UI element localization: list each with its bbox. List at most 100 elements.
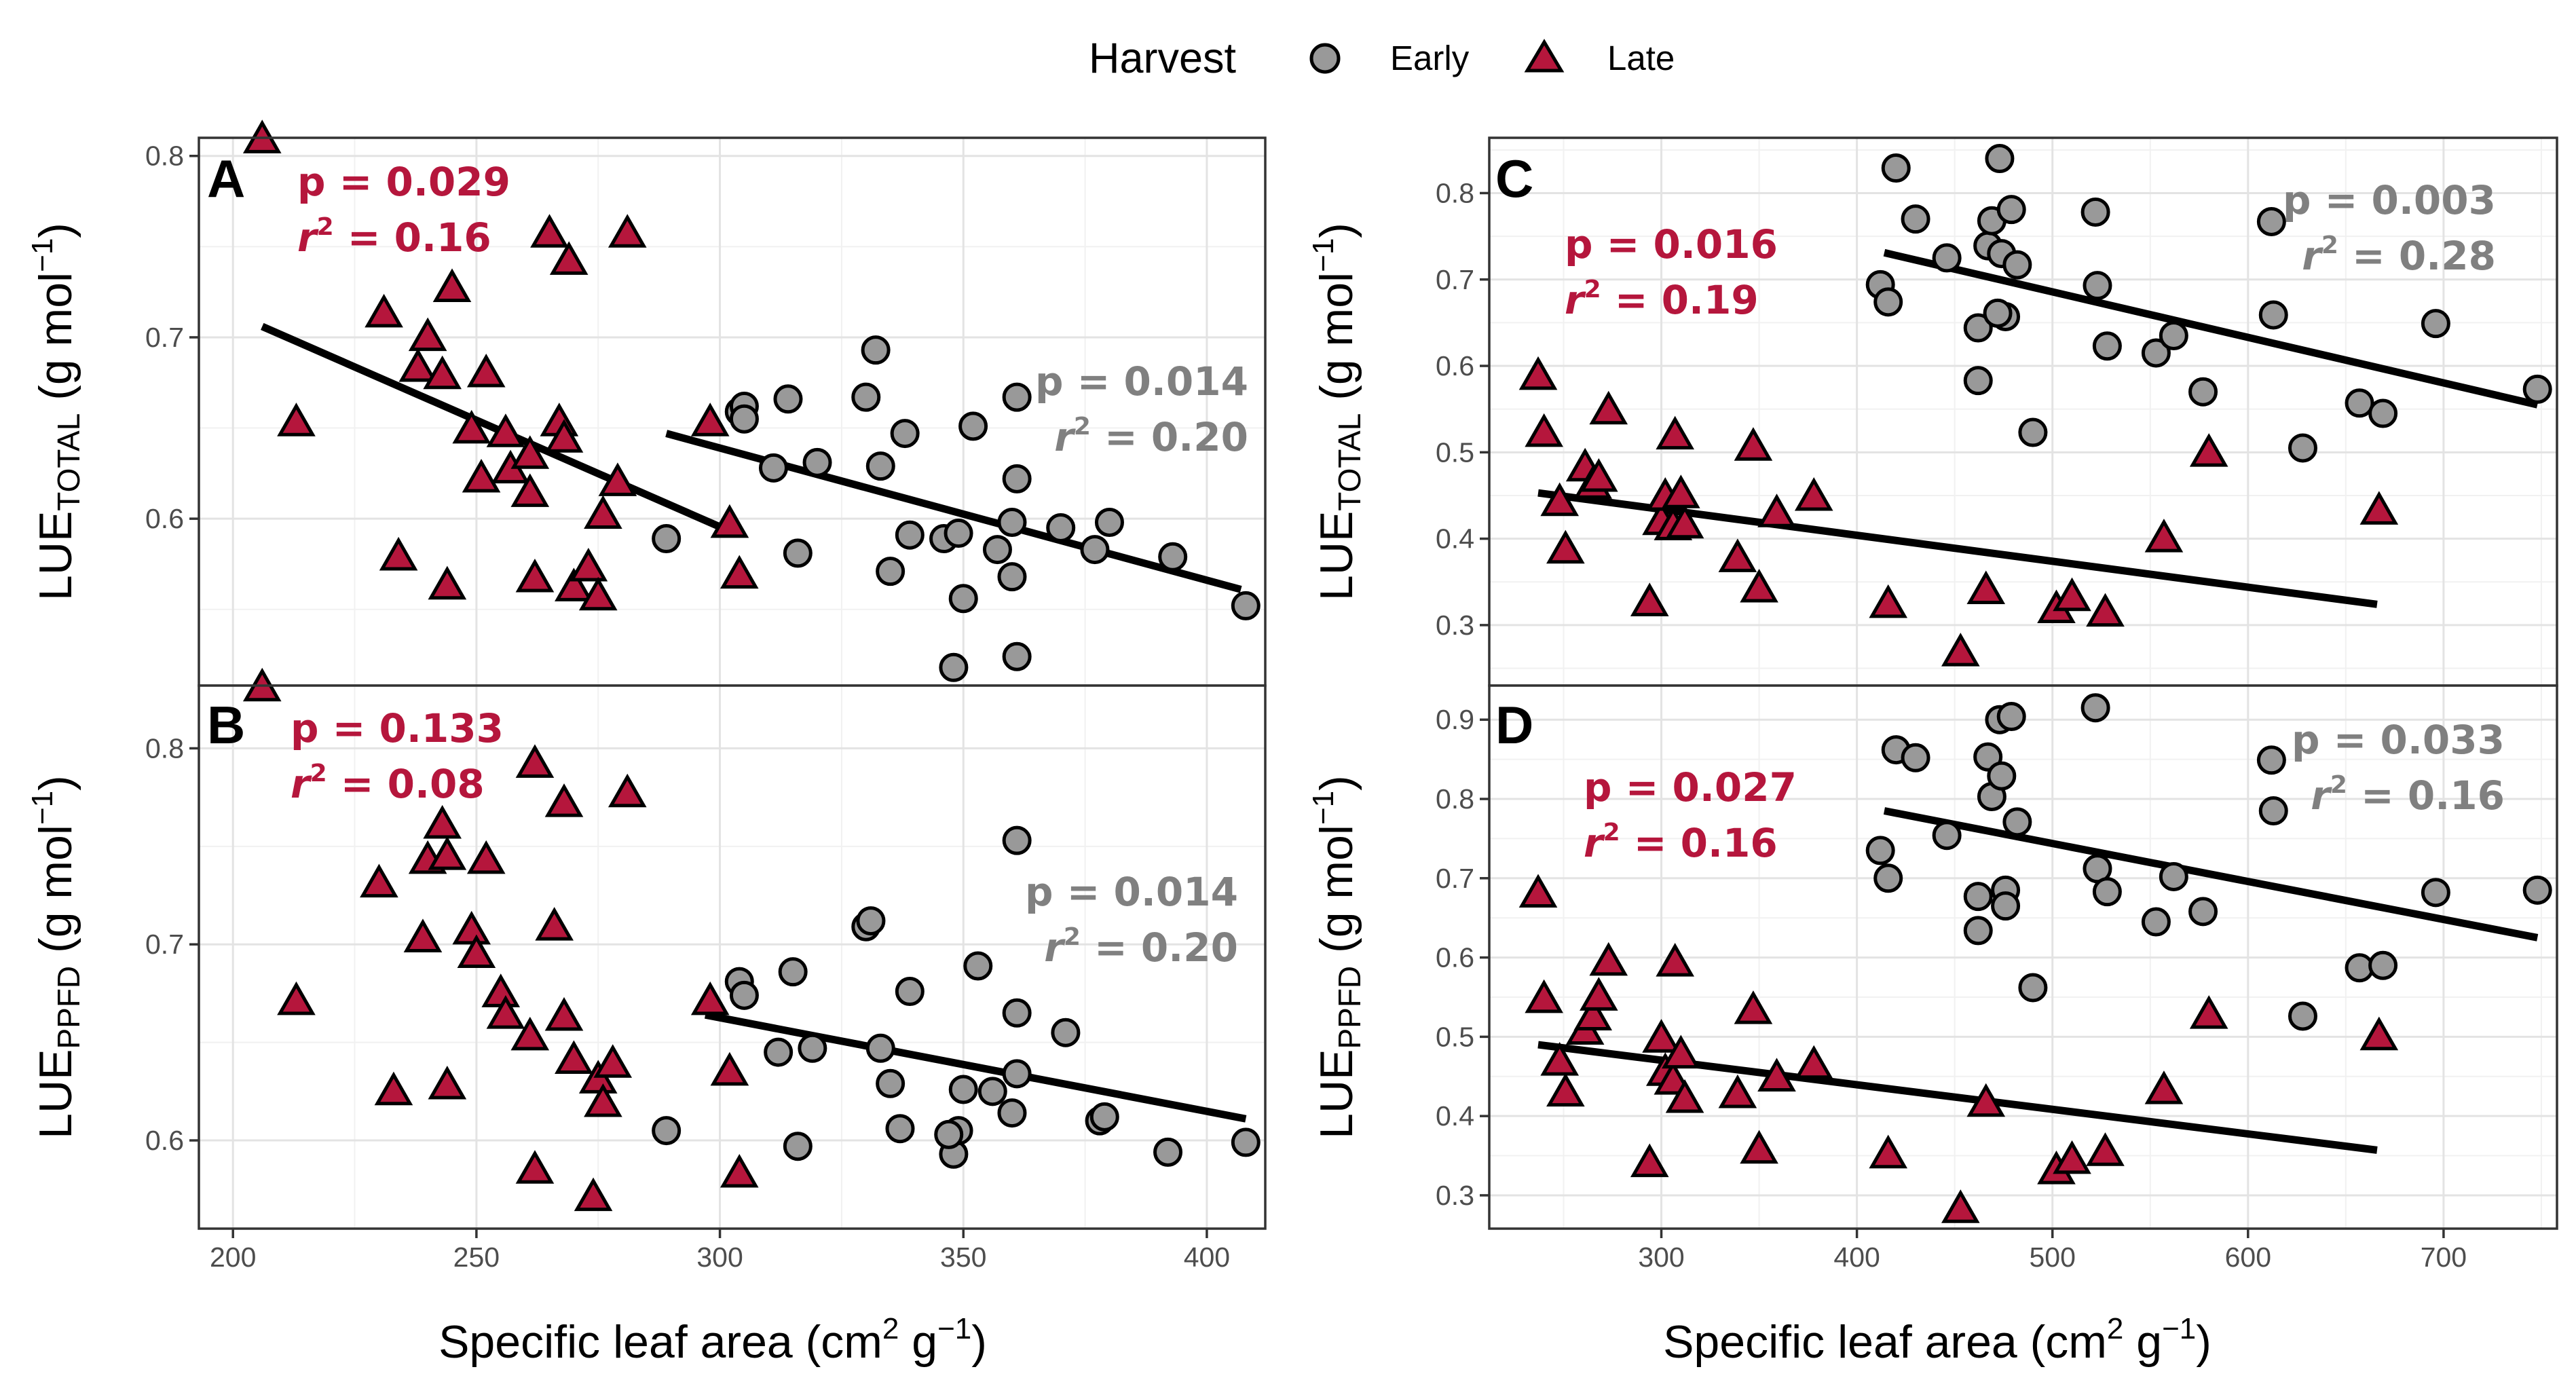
data-point-early xyxy=(773,384,803,414)
data-point-early xyxy=(1002,825,1032,855)
panel-C-plot: 0.3 0.4 0.5 0.6 0.7 0.8 Cp = 0.016 r2 = 0.19 p =… xyxy=(1307,136,2558,687)
data-point-early xyxy=(2522,875,2552,905)
data-point-late xyxy=(608,773,647,808)
data-point-early xyxy=(2159,861,2188,891)
data-point-late xyxy=(544,996,584,1031)
panel-D-plot: 0.3 0.4 0.5 0.6 0.7 0.8 0.9 300 400 500 600 700 Dp =… xyxy=(1307,684,2558,1273)
stat-r2-early: r2 = 0.20 xyxy=(1054,413,1248,460)
data-point-late xyxy=(1966,570,2006,605)
data-point-late xyxy=(710,1051,749,1086)
panel-letter-C: C xyxy=(1495,149,1533,208)
data-point-late xyxy=(608,214,647,248)
legend: Harvest Early Late xyxy=(1089,35,1675,82)
data-point-late xyxy=(428,1066,467,1100)
data-point-late xyxy=(515,558,555,593)
data-point-late xyxy=(1589,941,1628,976)
legend-title: Harvest xyxy=(1089,35,1237,82)
data-point-early xyxy=(2002,250,2032,280)
data-point-early xyxy=(1231,591,1261,620)
data-point-late xyxy=(2086,593,2125,627)
data-point-late xyxy=(1580,458,1618,492)
data-point-late xyxy=(549,241,589,275)
data-point-early xyxy=(783,1132,813,1161)
data-point-late xyxy=(2053,1140,2091,1174)
data-point-early xyxy=(958,411,988,441)
data-point-early xyxy=(2083,271,2112,301)
data-point-late xyxy=(277,981,316,1015)
data-point-late xyxy=(403,918,443,952)
data-point-late xyxy=(544,783,584,817)
data-point-early xyxy=(1080,535,1110,565)
data-point-late xyxy=(555,1040,593,1075)
data-point-early xyxy=(890,419,920,449)
data-point-early xyxy=(764,1037,794,1067)
data-point-late xyxy=(2189,433,2228,467)
data-point-early xyxy=(2141,907,2171,937)
panel-B-frame xyxy=(198,684,1267,1230)
data-point-late xyxy=(1734,990,1773,1024)
data-point-early xyxy=(2368,398,2398,428)
y-tick-label: 0.7 xyxy=(1436,863,1474,894)
data-point-early xyxy=(1932,821,1962,851)
stat-r2-early: r2 = 0.20 xyxy=(1044,923,1238,971)
data-point-late xyxy=(1794,477,1833,511)
data-point-early xyxy=(934,1119,964,1149)
data-point-late xyxy=(569,547,608,582)
data-point-late xyxy=(1966,1083,2006,1117)
data-point-early xyxy=(802,447,832,477)
y-axis-title-B: LUEPPFD (g mol−1) xyxy=(26,775,86,1139)
stat-r2-late: r2 = 0.16 xyxy=(1584,819,1778,866)
data-point-late xyxy=(1630,1143,1669,1178)
y-tick-label: 0.4 xyxy=(1436,1100,1474,1132)
x-tick-label: 400 xyxy=(1833,1242,1880,1273)
legend-key-early xyxy=(1309,43,1341,74)
panel-B-plot: 0.6 0.7 0.8 200 250 300 350 400 B p = 0.133 r2 = 0… xyxy=(26,667,1267,1273)
data-point-early xyxy=(861,335,891,365)
data-point-late xyxy=(544,419,584,453)
data-point-late xyxy=(530,214,569,248)
data-point-early xyxy=(1901,743,1930,772)
data-point-late xyxy=(452,910,491,945)
data-point-late xyxy=(1794,1045,1833,1079)
panel-B-grid xyxy=(199,686,1265,1229)
y-tick-label: 0.5 xyxy=(1436,436,1474,468)
panel-letter-D: D xyxy=(1495,695,1533,755)
data-point-early xyxy=(1046,513,1076,543)
data-point-early xyxy=(2018,417,2048,447)
data-point-early xyxy=(1985,144,2015,174)
data-point-early xyxy=(2080,197,2110,227)
data-point-late xyxy=(360,863,398,898)
y-tick-label: 0.8 xyxy=(145,141,184,172)
data-point-late xyxy=(1665,1079,1704,1113)
y-axis-title-D: LUEPPFD (g mol−1) xyxy=(1307,775,1367,1139)
stat-r2-early: r2 = 0.16 xyxy=(2311,771,2505,819)
y-tick-label: 0.7 xyxy=(1436,264,1474,295)
data-point-early xyxy=(798,1033,827,1063)
data-point-early xyxy=(2092,877,2122,907)
data-point-late xyxy=(2359,491,2399,525)
data-point-early xyxy=(652,524,682,554)
data-point-late xyxy=(428,836,467,870)
data-point-early xyxy=(977,1077,1007,1106)
x-tick-label: 350 xyxy=(940,1242,986,1273)
data-point-early xyxy=(1002,641,1032,671)
data-point-late xyxy=(277,403,316,436)
data-point-early xyxy=(1996,702,2026,732)
x-tick-label: 600 xyxy=(2225,1242,2271,1273)
data-point-early xyxy=(2256,745,2286,775)
data-point-late xyxy=(1525,979,1563,1013)
data-point-late xyxy=(379,536,418,571)
data-point-late xyxy=(510,473,550,507)
fit-line-early xyxy=(705,1011,1247,1123)
data-point-early xyxy=(997,1098,1027,1128)
y-tick-label: 0.7 xyxy=(145,322,184,353)
stat-r2-late: r2 = 0.19 xyxy=(1565,276,1759,323)
y-axis-title-A: LUETOTAL (g mol−1) xyxy=(26,223,86,601)
data-point-late xyxy=(462,459,501,493)
data-point-late xyxy=(555,567,593,601)
data-point-late xyxy=(535,907,574,941)
stat-p-early: p = 0.014 xyxy=(1035,358,1248,405)
data-point-early xyxy=(2368,950,2398,980)
data-point-late xyxy=(720,555,759,589)
